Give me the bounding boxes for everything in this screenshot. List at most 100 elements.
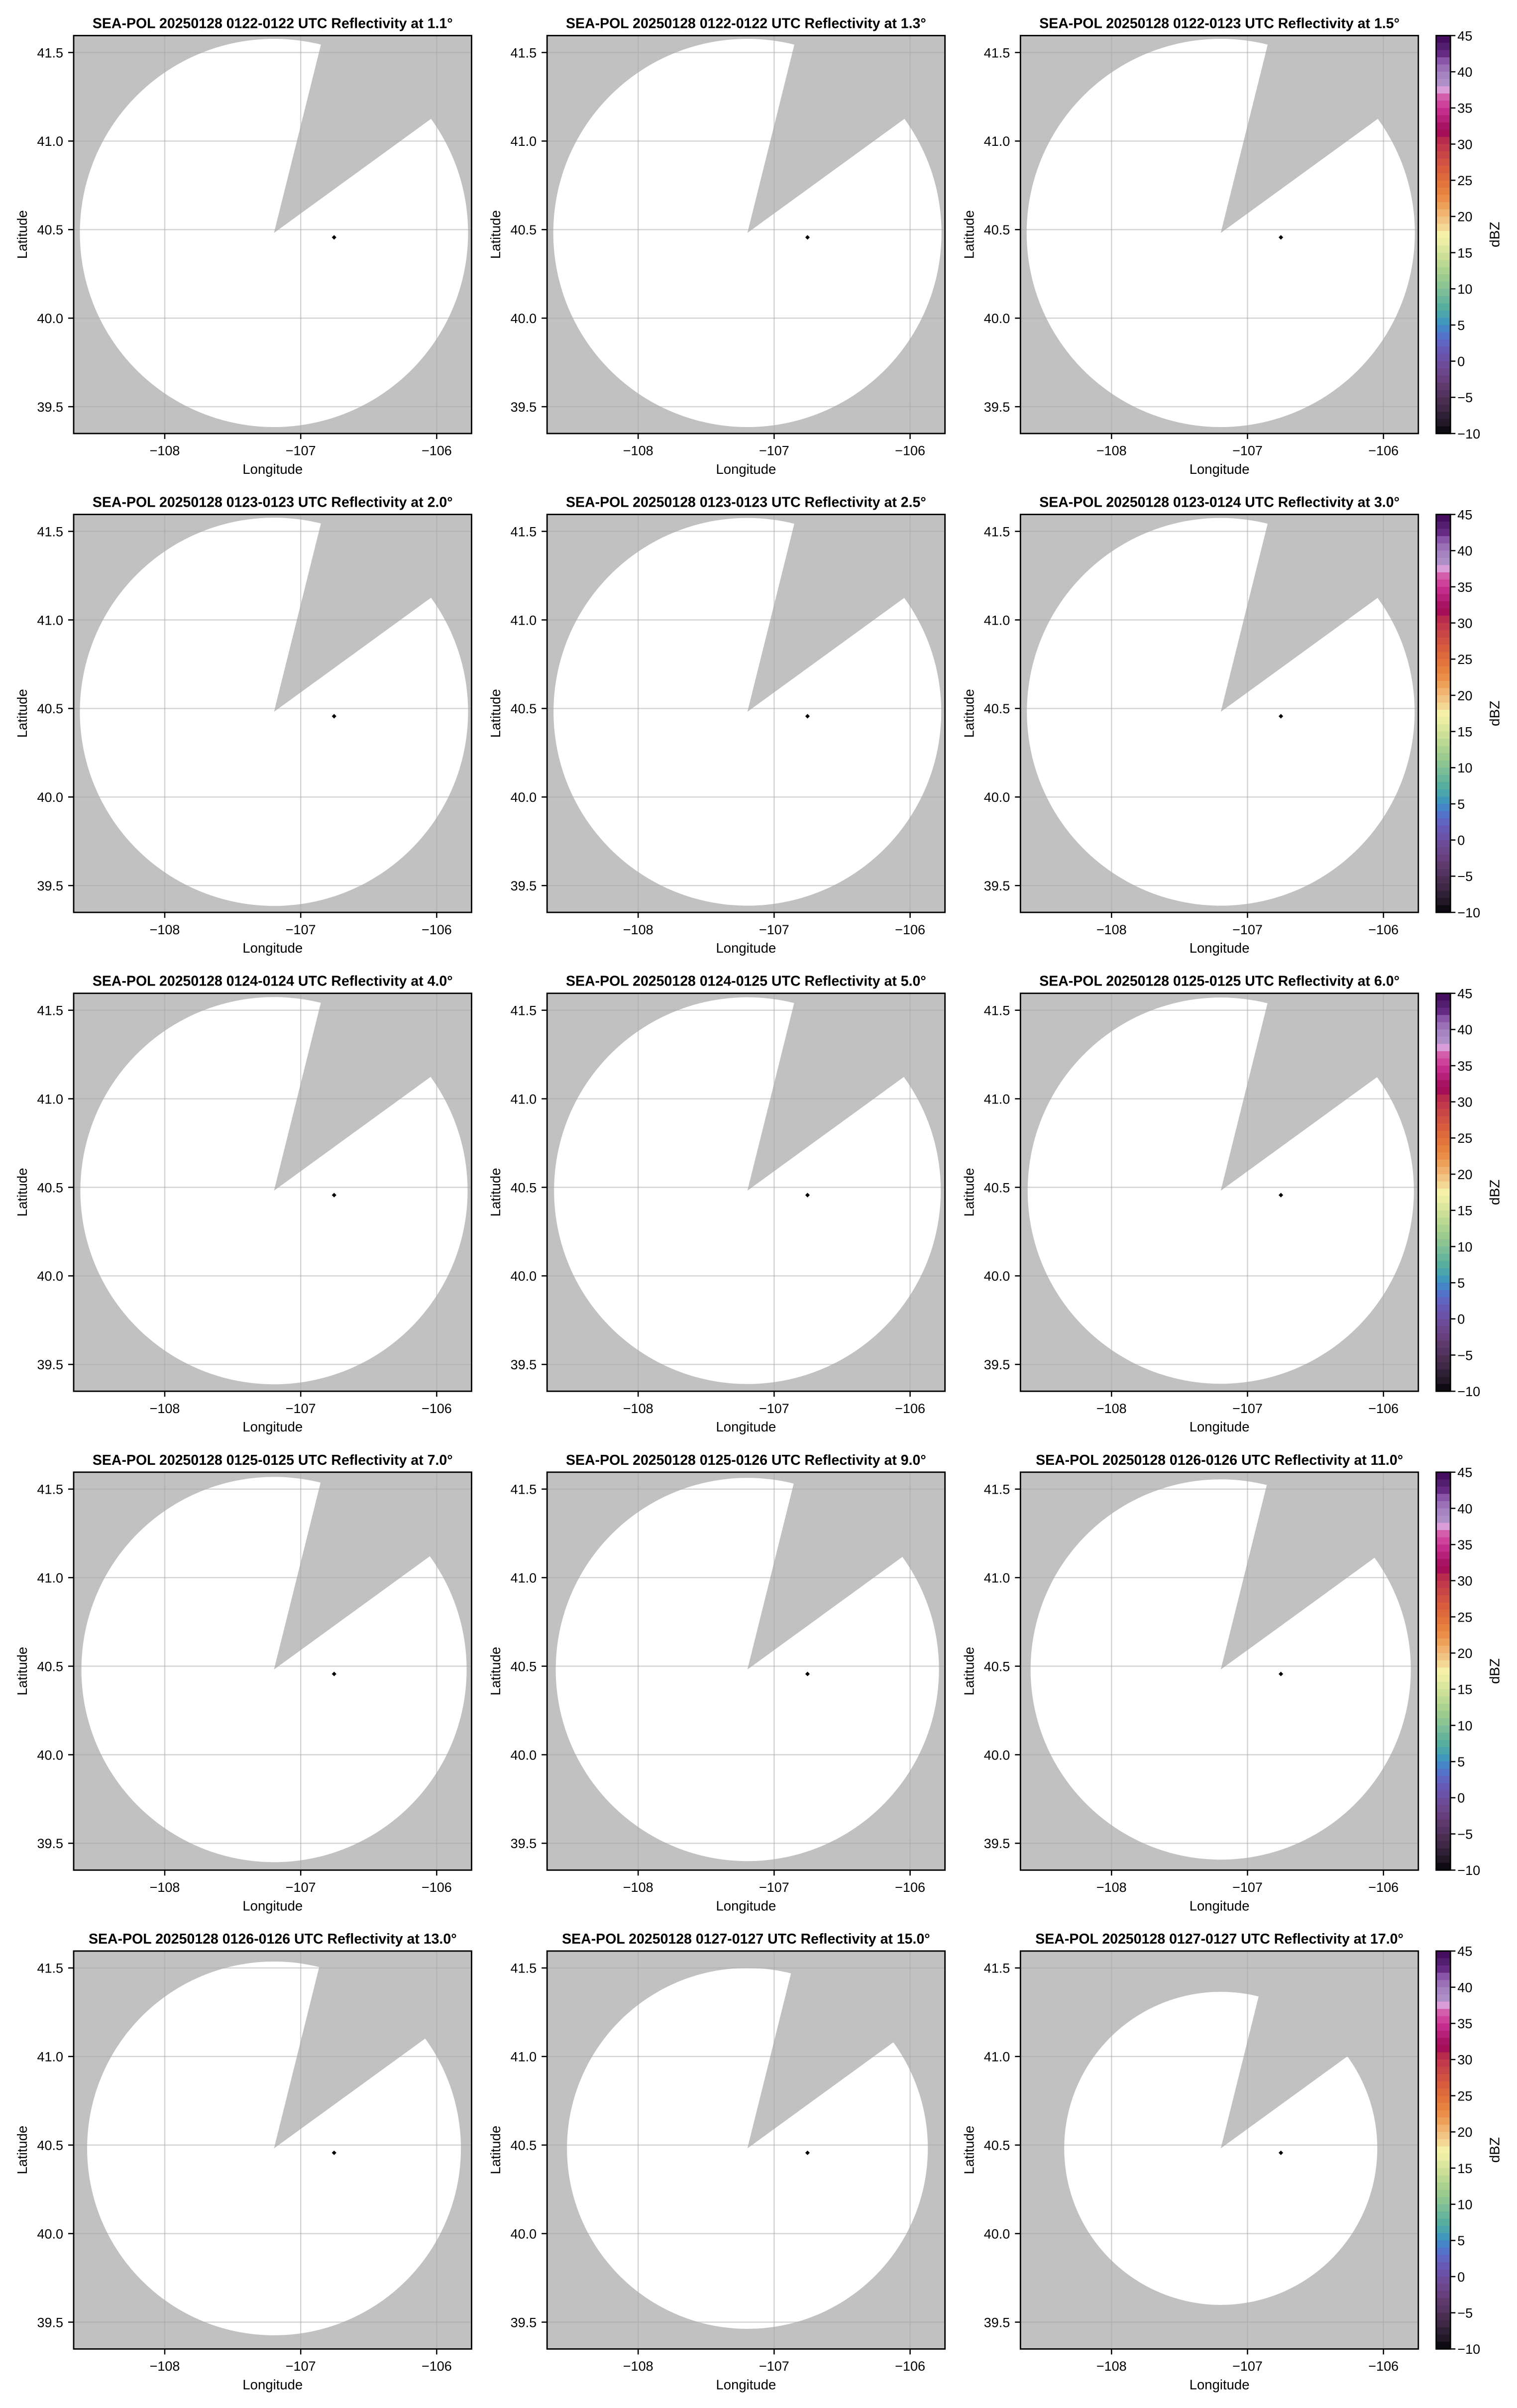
svg-text:−107: −107 [1232,1880,1263,1895]
svg-text:SEA-POL 20250128 0122-0122 UTC: SEA-POL 20250128 0122-0122 UTC Reflectiv… [566,16,926,32]
svg-text:−10: −10 [1457,2342,1480,2357]
svg-text:41.0: 41.0 [511,1092,537,1106]
svg-text:41.5: 41.5 [984,1961,1010,1976]
svg-text:−5: −5 [1457,869,1473,884]
svg-text:SEA-POL 20250128 0124-0125 UTC: SEA-POL 20250128 0124-0125 UTC Reflectiv… [566,974,926,989]
svg-text:−108: −108 [1096,1880,1127,1895]
svg-text:40.0: 40.0 [511,790,537,805]
svg-text:SEA-POL 20250128 0126-0126 UTC: SEA-POL 20250128 0126-0126 UTC Reflectiv… [89,1931,457,1947]
svg-text:41.0: 41.0 [984,1571,1010,1586]
svg-text:39.5: 39.5 [511,1357,537,1372]
svg-text:−10: −10 [1457,1384,1480,1399]
svg-text:0: 0 [1457,2270,1465,2285]
svg-text:41.5: 41.5 [37,1482,63,1497]
svg-text:40.5: 40.5 [984,1659,1010,1674]
svg-text:Longitude: Longitude [1190,1419,1250,1434]
svg-text:−106: −106 [422,1880,452,1895]
svg-text:Latitude: Latitude [961,1168,976,1216]
svg-text:0: 0 [1457,354,1465,369]
svg-text:Longitude: Longitude [1190,2377,1250,2392]
svg-text:41.5: 41.5 [37,45,63,60]
svg-text:40.0: 40.0 [511,311,537,326]
svg-text:41.0: 41.0 [511,134,537,149]
svg-text:0: 0 [1457,1312,1465,1327]
svg-text:40.5: 40.5 [511,1180,537,1195]
svg-text:45: 45 [1457,986,1472,1001]
svg-text:40.0: 40.0 [984,2226,1010,2241]
svg-text:40: 40 [1457,544,1472,558]
svg-text:39.5: 39.5 [511,1836,537,1851]
svg-text:40: 40 [1457,1980,1472,1995]
svg-text:20: 20 [1457,1646,1472,1661]
svg-text:Latitude: Latitude [961,210,976,259]
svg-text:SEA-POL 20250128 0127-0127 UTC: SEA-POL 20250128 0127-0127 UTC Reflectiv… [1035,1931,1404,1947]
svg-text:41.5: 41.5 [984,524,1010,539]
svg-text:25: 25 [1457,1610,1472,1625]
svg-text:Longitude: Longitude [716,940,776,956]
svg-text:39.5: 39.5 [37,1357,63,1372]
svg-text:35: 35 [1457,101,1472,116]
svg-text:41.0: 41.0 [37,2050,63,2065]
svg-text:40.5: 40.5 [984,701,1010,716]
svg-text:39.5: 39.5 [984,878,1010,893]
svg-text:45: 45 [1457,28,1472,43]
svg-text:Latitude: Latitude [14,1168,30,1216]
svg-text:10: 10 [1457,761,1472,775]
svg-text:40: 40 [1457,1501,1472,1516]
svg-text:35: 35 [1457,580,1472,595]
svg-text:41.5: 41.5 [37,1003,63,1018]
svg-text:−10: −10 [1457,427,1480,441]
svg-text:41.0: 41.0 [511,1571,537,1586]
svg-text:−107: −107 [759,922,789,937]
svg-text:0: 0 [1457,1791,1465,1806]
svg-text:30: 30 [1457,2053,1472,2068]
svg-text:−108: −108 [150,1880,180,1895]
svg-text:39.5: 39.5 [511,400,537,415]
svg-text:20: 20 [1457,2125,1472,2140]
svg-text:41.5: 41.5 [511,1482,537,1497]
svg-text:−107: −107 [1232,1401,1263,1416]
svg-text:41.0: 41.0 [984,1092,1010,1106]
svg-text:41.5: 41.5 [37,524,63,539]
svg-text:−106: −106 [1368,922,1399,937]
svg-text:Longitude: Longitude [242,1898,303,1913]
svg-text:SEA-POL 20250128 0126-0126 UTC: SEA-POL 20250128 0126-0126 UTC Reflectiv… [1036,1452,1403,1468]
svg-text:41.0: 41.0 [984,2050,1010,2065]
svg-text:30: 30 [1457,616,1472,631]
svg-text:−108: −108 [150,1401,180,1416]
svg-text:39.5: 39.5 [37,1836,63,1851]
svg-text:41.5: 41.5 [511,1003,537,1018]
svg-text:SEA-POL 20250128 0124-0124 UTC: SEA-POL 20250128 0124-0124 UTC Reflectiv… [93,974,453,989]
svg-text:25: 25 [1457,1131,1472,1146]
svg-text:dBZ: dBZ [1487,701,1503,726]
svg-text:39.5: 39.5 [984,400,1010,415]
svg-text:−106: −106 [1368,443,1399,458]
svg-text:−106: −106 [422,1401,452,1416]
svg-text:39.5: 39.5 [511,878,537,893]
svg-text:Latitude: Latitude [14,210,30,259]
svg-text:40.5: 40.5 [511,222,537,237]
svg-text:Latitude: Latitude [14,1647,30,1696]
svg-text:40.5: 40.5 [37,1180,63,1195]
svg-text:35: 35 [1457,2016,1472,2031]
svg-text:41.5: 41.5 [37,1961,63,1976]
svg-text:41.5: 41.5 [984,1003,1010,1018]
svg-text:−106: −106 [1368,1401,1399,1416]
svg-text:40.5: 40.5 [37,1659,63,1674]
svg-text:−107: −107 [286,443,316,458]
svg-text:39.5: 39.5 [984,1836,1010,1851]
svg-text:40: 40 [1457,1022,1472,1037]
svg-text:41.0: 41.0 [37,1571,63,1586]
svg-text:−107: −107 [286,1401,316,1416]
svg-text:10: 10 [1457,1239,1472,1254]
svg-text:5: 5 [1457,1754,1465,1769]
svg-text:10: 10 [1457,1718,1472,1733]
svg-text:−106: −106 [895,1880,925,1895]
svg-text:39.5: 39.5 [984,2315,1010,2330]
svg-text:−5: −5 [1457,390,1473,405]
svg-text:41.0: 41.0 [37,613,63,628]
svg-text:Latitude: Latitude [488,210,503,259]
svg-text:−108: −108 [623,1401,653,1416]
svg-text:40.0: 40.0 [37,311,63,326]
svg-text:−108: −108 [150,443,180,458]
